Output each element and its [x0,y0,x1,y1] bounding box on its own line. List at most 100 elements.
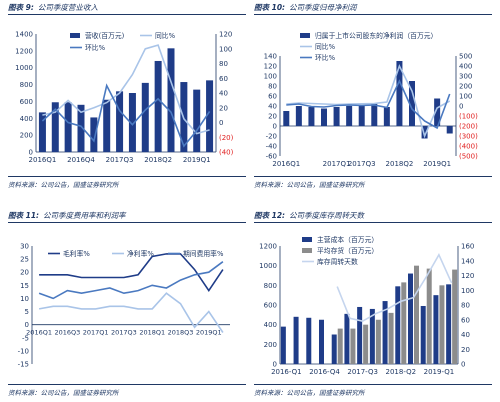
x-tick-label: 2019Q1 [183,156,211,164]
y-tick-label-left: 0 [273,123,277,131]
bar [306,317,312,364]
source-rule [8,384,246,385]
y-tick-label-right: 20 [461,346,470,354]
y-tick-label: 25 [20,256,29,264]
title-rule [8,14,246,15]
y-tick-label-left: 140 [264,53,277,61]
bar [321,108,327,126]
y-tick-label-left: 120 [264,63,277,71]
x-tick-label: 2017-Q3 [347,368,378,376]
y-tick-label-left: 1400 [15,31,33,39]
chart-panel-revenue: 图表 9: 公司季度营业收入 0 200 400 600 800 1000 1200 1400(… [8,2,246,192]
bar [363,324,369,364]
y-tick-label-left: 200 [20,132,33,140]
legend-swatch [302,237,312,242]
legend-swatch [302,248,312,253]
bar [396,61,403,126]
y-tick-label-right: 200 [459,83,472,91]
y-tick-label-left: 1000 [15,64,33,72]
bar [116,91,124,152]
x-tick-label: 2018Q2 [386,160,414,168]
bar [193,89,201,152]
bar [408,273,413,364]
x-tick-label: 2017Q1 [323,160,351,168]
bar [433,295,439,364]
y-tick-label-right: (500) [459,153,478,161]
legend-label: 同比% [315,42,336,51]
legend-label: 主营成本（百万元） [317,235,378,244]
bar [154,60,162,152]
x-tick-label: 2019Q1 [196,329,222,337]
y-tick-label-left: 100 [264,73,277,81]
series-line [286,79,451,130]
bar [350,328,356,364]
source-note: 资料来源：公司公告，国盛证券研究所 [254,181,365,189]
y-tick-label: -15 [18,361,29,369]
legend-label: 营收(百万元) [85,31,125,40]
panel-title: 图表 12: 公司季度库存周转天数 [254,211,365,220]
y-tick-label-right: 20 [219,104,228,112]
bar [51,102,59,152]
y-tick-label-left: 80 [268,83,277,91]
y-tick-label-right: 40 [461,331,470,339]
y-tick-label-left: 1200 [259,243,277,251]
bar [337,328,343,364]
bar [420,305,426,364]
y-tick-label-left: 600 [20,98,33,106]
bar [409,81,415,126]
y-tick-label: 20 [20,269,29,277]
series-line [39,253,224,293]
bar [414,265,419,364]
series-line [286,63,451,139]
y-tick-label-left: 0 [29,149,33,157]
bar [358,105,365,126]
y-tick-label-right: (300) [459,133,478,141]
y-tick-label-right: 100 [459,93,472,101]
inventory-chart: 0 200 400 600 800 1000 1200 0 20 40 60 80 100 120 140 1… [259,235,474,376]
y-tick-label: 15 [20,282,29,290]
y-tick-label-right: 120 [219,31,232,39]
x-tick-label: 2016Q1 [26,329,52,337]
y-tick-label-left: 60 [268,93,277,101]
bar [90,117,98,152]
y-tick-label: 0 [25,321,29,329]
y-tick-label-right: 160 [461,243,474,251]
y-tick-label-right: (100) [459,113,478,121]
panel-title: 图表 9: 公司季度营业收入 [8,3,98,12]
series-line [336,253,453,323]
bar [283,111,290,126]
bar [331,334,337,364]
y-tick-label-left: 0 [273,361,277,369]
legend-label: 库存周转天数 [317,257,358,266]
bar [375,319,381,364]
bar [446,126,453,134]
y-tick-label-left: 600 [264,302,277,310]
x-tick-label: 2017Q3 [106,156,134,164]
legend-label: 环比% [85,43,106,52]
x-tick-label: 2019Q1 [423,160,451,168]
series-line [41,83,211,148]
y-tick-label-left: 1200 [15,47,33,55]
y-tick-label-left: 400 [264,321,277,329]
y-tick-label-right: 400 [459,63,472,71]
legend-label: 毛利率% [63,249,90,258]
legend-label: 同比% [155,31,176,40]
y-tick-label-left: 40 [268,103,277,111]
y-tick-label-left: -60 [266,153,277,161]
bar [206,80,214,152]
y-tick-label-right: 500 [459,53,472,61]
chart-panel-net-profit: 图表 10: 公司季度归母净利润 -60 -40 -20 0 20 40 60 80 100 120… [254,2,492,192]
y-tick-label: -5 [22,334,29,342]
bar [434,98,441,126]
bar [439,285,445,364]
y-tick-label-left: 200 [264,341,277,349]
y-tick-label-left: 800 [264,282,277,290]
bar [395,286,401,364]
bar [357,306,363,364]
net-profit-chart: -60 -40 -20 0 20 40 60 80 100 120 140 (500) (400) (30… [264,31,478,168]
title-rule [254,222,492,223]
source-rule [254,384,492,385]
x-tick-label: 2016Q1 [29,156,57,164]
source-note: 资料来源：公司公告，国盛证券研究所 [8,181,119,189]
y-tick-label-left: 400 [20,115,33,123]
